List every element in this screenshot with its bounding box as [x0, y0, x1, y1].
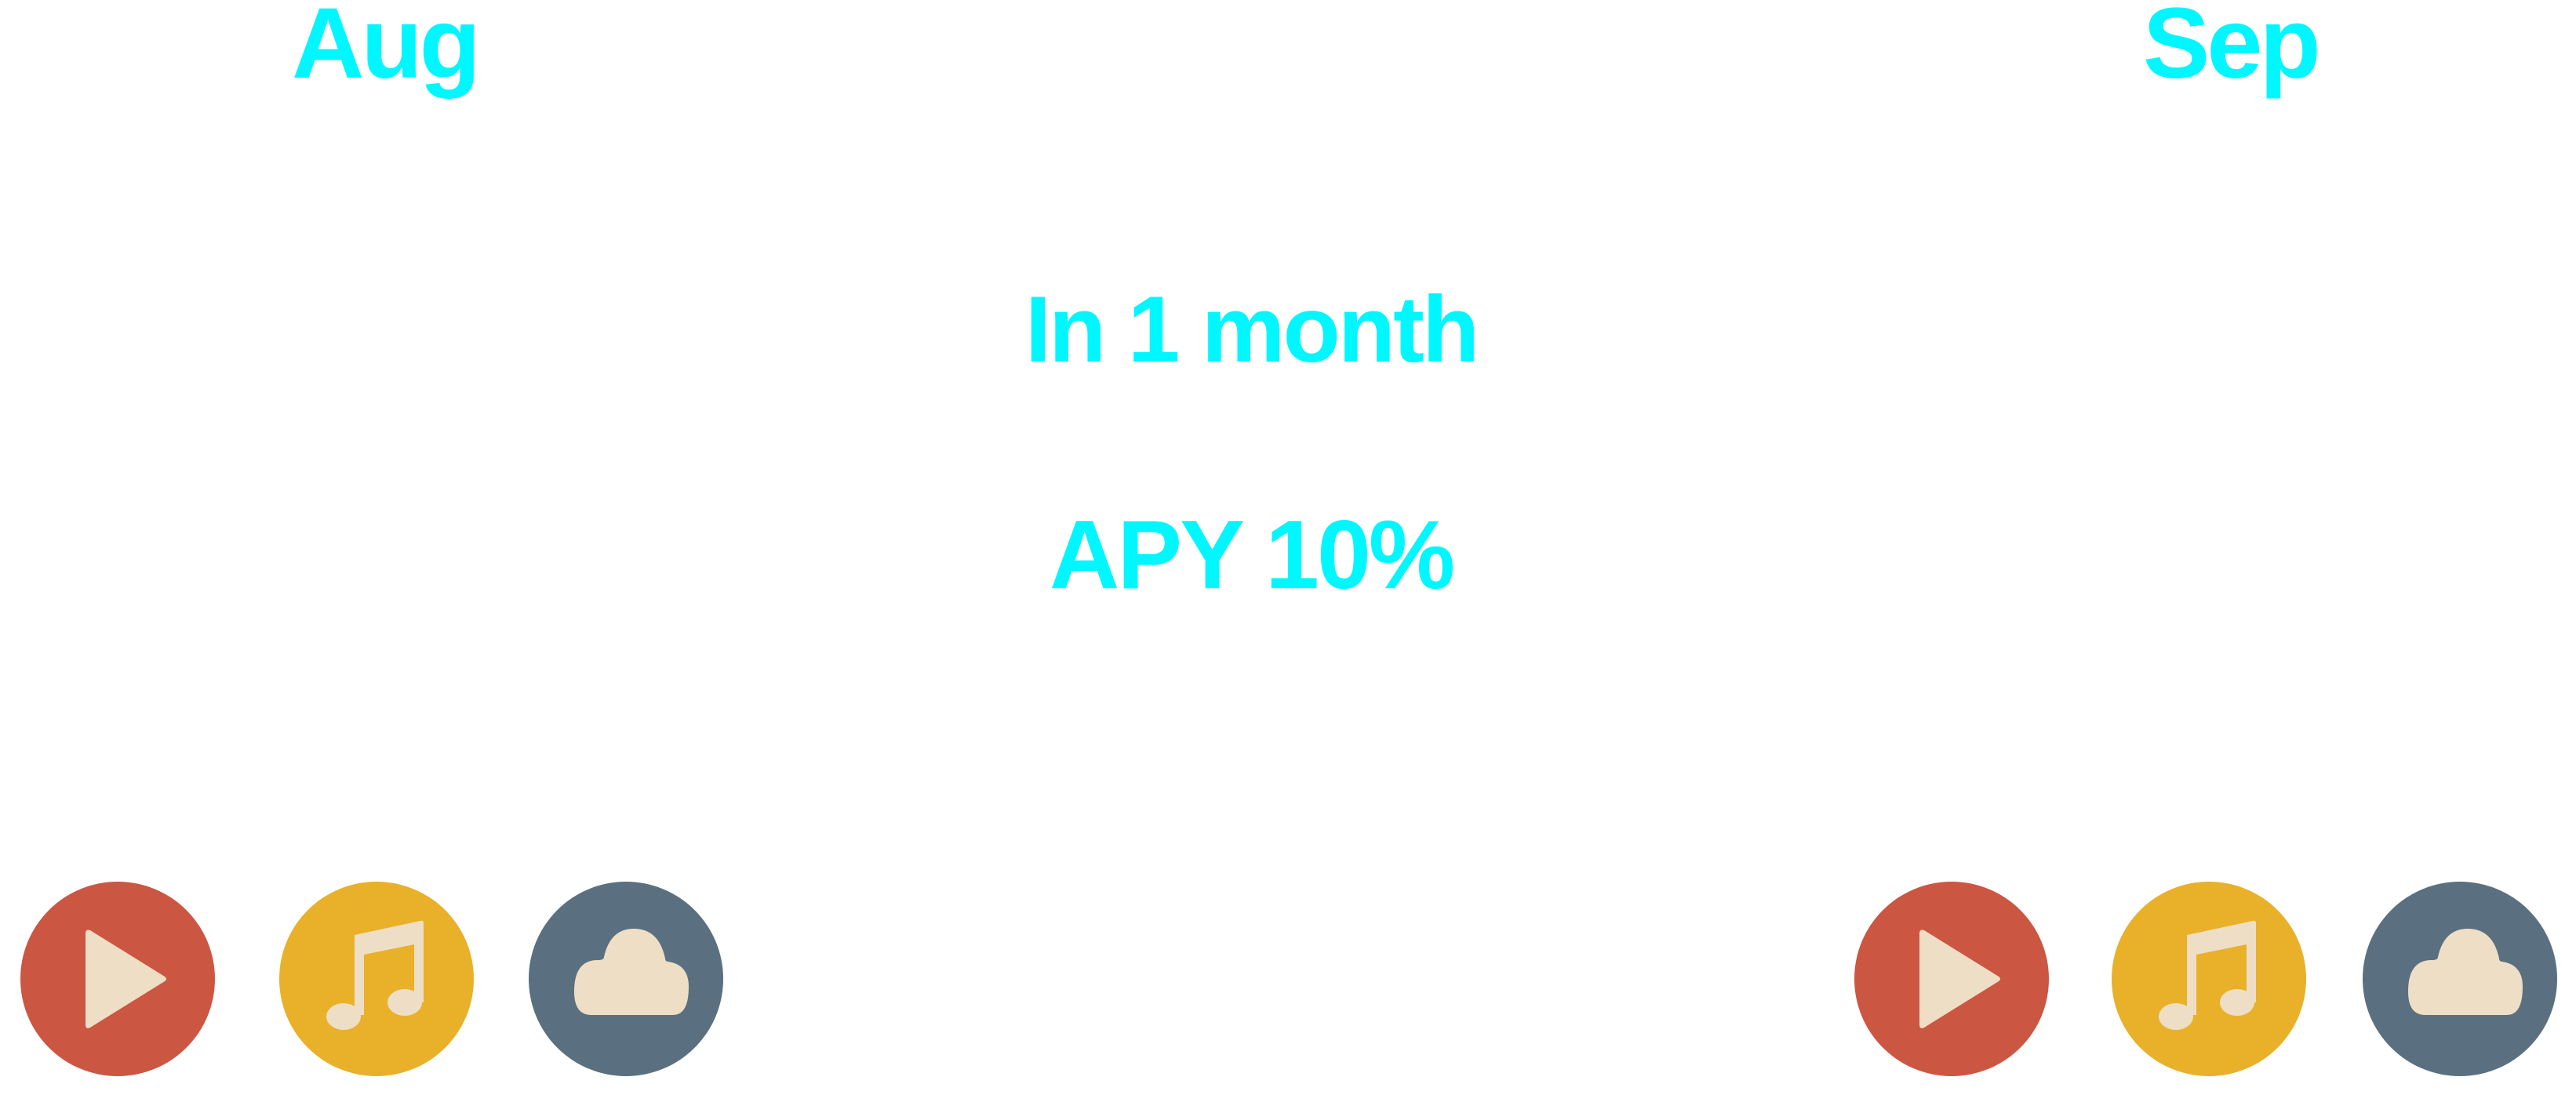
music-button[interactable]: [2112, 882, 2306, 1076]
music-icon: [2159, 920, 2256, 1030]
cloud-button[interactable]: [529, 882, 723, 1076]
cloud-icon: [574, 929, 689, 1015]
cloud-button[interactable]: [2363, 882, 2557, 1076]
play-icon: [1919, 929, 2000, 1028]
music-icon: [326, 920, 424, 1030]
play-button[interactable]: [20, 882, 215, 1076]
apy-text: APY 10%: [1049, 501, 1455, 609]
cloud-icon: [2408, 929, 2523, 1015]
music-button[interactable]: [279, 882, 474, 1076]
start-month-label: Aug: [292, 0, 481, 100]
play-button[interactable]: [1854, 882, 2049, 1076]
duration-text: In 1 month: [1024, 277, 1480, 382]
end-month-label: Sep: [2143, 0, 2321, 100]
play-icon: [86, 929, 166, 1028]
